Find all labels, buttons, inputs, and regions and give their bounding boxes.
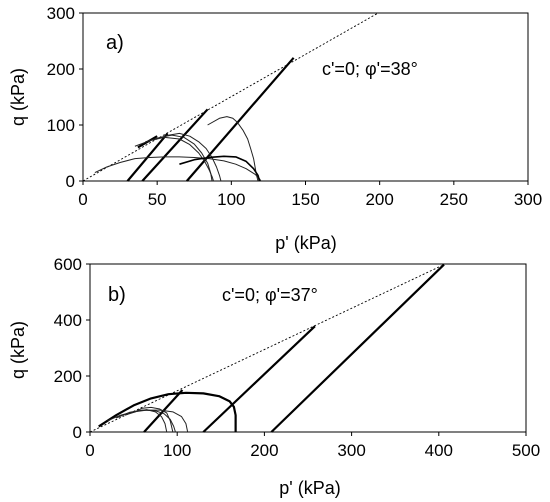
y-tick-label-b-0: 0: [73, 423, 82, 442]
series-line-a-9: [154, 132, 222, 182]
y-tick-label-b-3: 600: [54, 255, 82, 274]
series-line-a-10: [179, 155, 261, 182]
plot-area-a: [82, 12, 529, 182]
x-axis-label-b: p' (kPa): [279, 478, 340, 498]
series-line-b-4: [98, 391, 237, 432]
panel-label-a: a): [106, 32, 124, 54]
panel-b: 0 200 400 600 0 100 200 300 400 500 b) c'=0; φ'=…: [8, 255, 540, 498]
series-line-b-1: [270, 263, 445, 433]
x-tick-label-b-0: 0: [85, 441, 94, 460]
y-tick-label-a-0: 0: [66, 172, 75, 191]
series-line-b-2: [202, 325, 316, 433]
series-line-b-6: [115, 409, 176, 433]
series-line-a-0: [82, 12, 379, 182]
series-line-a-2: [141, 108, 209, 182]
x-tick-label-a-6: 300: [514, 190, 542, 209]
y-axis-label-a: q (kPa): [8, 68, 28, 126]
panel-label-b: b): [108, 284, 126, 306]
series-line-b-7: [124, 409, 168, 433]
annotation-a: c'=0; φ'=38°: [322, 59, 418, 79]
plot-area-b: [89, 263, 527, 433]
x-tick-label-a-2: 100: [217, 190, 245, 209]
series-line-b-0: [89, 264, 445, 433]
panel-a: 0 100 200 300 0 50 100 150 200 250 300 a) c'=0; φ…: [8, 4, 542, 253]
x-tick-label-b-4: 400: [425, 441, 453, 460]
x-tick-label-a-0: 0: [78, 190, 87, 209]
y-tick-label-a-1: 100: [47, 116, 75, 135]
x-tick-label-b-5: 500: [512, 441, 540, 460]
x-tick-label-b-3: 300: [337, 441, 365, 460]
series-line-a-1: [186, 57, 295, 182]
y-tick-label-a-3: 300: [47, 4, 75, 23]
y-tick-label-b-2: 400: [54, 311, 82, 330]
series-line-b-8: [133, 406, 174, 433]
y-axis-label-b: q (kPa): [8, 321, 28, 379]
x-tick-label-b-1: 100: [163, 441, 191, 460]
y-tick-label-b-1: 200: [54, 367, 82, 386]
annotation-b: c'=0; φ'=37°: [222, 285, 318, 305]
series-line-a-5: [207, 116, 259, 182]
x-tick-label-a-5: 250: [440, 190, 468, 209]
series-line-a-6: [94, 156, 262, 182]
x-axis-label-a: p' (kPa): [275, 233, 336, 253]
x-tick-label-a-1: 50: [148, 190, 167, 209]
x-tick-label-b-2: 200: [250, 441, 278, 460]
x-tick-label-a-3: 150: [291, 190, 319, 209]
y-tick-label-a-2: 200: [47, 60, 75, 79]
x-tick-label-a-4: 200: [365, 190, 393, 209]
